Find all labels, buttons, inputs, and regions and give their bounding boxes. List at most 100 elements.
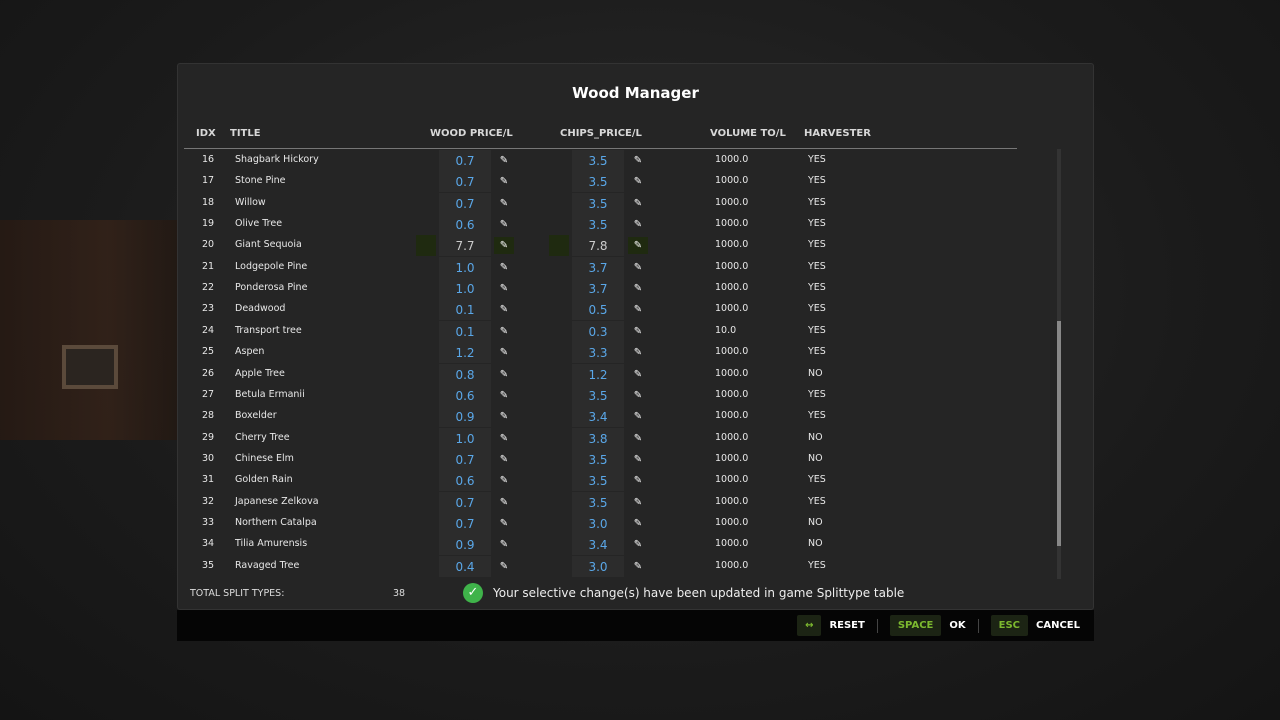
chips-price-value[interactable]: 3.8 — [572, 427, 624, 449]
table-row[interactable]: 35 Ravaged Tree 0.4 ✎ 3.0 ✎ 1000.0 YES — [178, 555, 1095, 577]
wood-price-value[interactable]: 0.1 — [439, 320, 491, 342]
wood-price-value[interactable]: 0.7 — [439, 491, 491, 513]
edit-chips-price-pencil-icon[interactable]: ✎ — [633, 496, 643, 508]
chips-price-value[interactable]: 3.7 — [572, 278, 624, 300]
edit-wood-price-pencil-icon[interactable]: ✎ — [499, 219, 509, 231]
wood-price-value[interactable]: 0.7 — [439, 448, 491, 470]
chips-price-value[interactable]: 3.5 — [572, 192, 624, 214]
table-row[interactable]: 34 Tilia Amurensis 0.9 ✎ 3.4 ✎ 1000.0 NO — [178, 534, 1095, 556]
wood-price-value[interactable]: 0.6 — [439, 214, 491, 236]
wood-price-value[interactable]: 0.9 — [439, 534, 491, 556]
chips-price-value[interactable]: 3.4 — [572, 534, 624, 556]
edit-chips-price-pencil-icon[interactable]: ✎ — [633, 219, 643, 231]
edit-chips-price-pencil-icon[interactable]: ✎ — [633, 325, 643, 337]
table-row[interactable]: 30 Chinese Elm 0.7 ✎ 3.5 ✎ 1000.0 NO — [178, 448, 1095, 470]
table-row[interactable]: 21 Lodgepole Pine 1.0 ✎ 3.7 ✎ 1000.0 YES — [178, 256, 1095, 278]
edit-chips-price-pencil-icon[interactable]: ✎ — [628, 237, 648, 255]
ok-button[interactable]: OK — [949, 620, 966, 631]
edit-chips-price-pencil-icon[interactable]: ✎ — [633, 453, 643, 465]
chips-price-value[interactable]: 3.5 — [572, 214, 624, 236]
chips-price-value[interactable]: 3.7 — [572, 256, 624, 278]
wood-price-value[interactable]: 0.6 — [439, 384, 491, 406]
edit-wood-price-pencil-icon[interactable]: ✎ — [499, 432, 509, 444]
wood-price-value[interactable]: 0.9 — [439, 406, 491, 428]
chips-price-value[interactable]: 0.5 — [572, 299, 624, 321]
wood-price-value[interactable]: 1.2 — [439, 342, 491, 364]
edit-wood-price-pencil-icon[interactable]: ✎ — [499, 453, 509, 465]
edit-chips-price-pencil-icon[interactable]: ✎ — [633, 411, 643, 423]
scrollbar[interactable] — [1057, 149, 1061, 579]
edit-chips-price-pencil-icon[interactable]: ✎ — [633, 176, 643, 188]
wood-price-value[interactable]: 0.7 — [439, 512, 491, 534]
wood-price-value[interactable]: 0.4 — [439, 555, 491, 577]
table-row[interactable]: 26 Apple Tree 0.8 ✎ 1.2 ✎ 1000.0 NO — [178, 363, 1095, 385]
chips-price-value[interactable]: 3.5 — [572, 384, 624, 406]
chips-price-value[interactable]: 7.8 — [572, 235, 624, 257]
edit-wood-price-pencil-icon[interactable]: ✎ — [499, 517, 509, 529]
edit-wood-price-pencil-icon[interactable]: ✎ — [499, 197, 509, 209]
wood-price-value[interactable]: 7.7 — [439, 235, 491, 257]
edit-wood-price-pencil-icon[interactable]: ✎ — [499, 368, 509, 380]
table-row[interactable]: 33 Northern Catalpa 0.7 ✎ 3.0 ✎ 1000.0 N… — [178, 512, 1095, 534]
edit-wood-price-pencil-icon[interactable]: ✎ — [499, 389, 509, 401]
edit-wood-price-pencil-icon[interactable]: ✎ — [499, 155, 509, 166]
wood-price-value[interactable]: 1.0 — [439, 278, 491, 300]
chips-price-value[interactable]: 3.4 — [572, 406, 624, 428]
ok-key[interactable]: SPACE — [889, 615, 942, 636]
chips-price-value[interactable]: 0.3 — [572, 320, 624, 342]
table-row[interactable]: 16 Shagbark Hickory 0.7 ✎ 3.5 ✎ 1000.0 Y… — [178, 150, 1095, 171]
edit-wood-price-pencil-icon[interactable]: ✎ — [499, 496, 509, 508]
chips-price-value[interactable]: 1.2 — [572, 363, 624, 385]
chips-price-value[interactable]: 3.0 — [572, 555, 624, 577]
edit-chips-price-pencil-icon[interactable]: ✎ — [633, 304, 643, 316]
wood-price-value[interactable]: 0.7 — [439, 192, 491, 214]
edit-wood-price-pencil-icon[interactable]: ✎ — [499, 411, 509, 423]
chips-price-value[interactable]: 3.5 — [572, 470, 624, 492]
edit-wood-price-pencil-icon[interactable]: ✎ — [499, 283, 509, 295]
table-row[interactable]: 24 Transport tree 0.1 ✎ 0.3 ✎ 10.0 YES — [178, 320, 1095, 342]
table-row[interactable]: 32 Japanese Zelkova 0.7 ✎ 3.5 ✎ 1000.0 Y… — [178, 491, 1095, 513]
edit-chips-price-pencil-icon[interactable]: ✎ — [633, 155, 643, 166]
wood-price-value[interactable]: 1.0 — [439, 427, 491, 449]
wood-price-value[interactable]: 0.1 — [439, 299, 491, 321]
chips-price-value[interactable]: 3.5 — [572, 448, 624, 470]
wood-price-value[interactable]: 0.6 — [439, 470, 491, 492]
chips-price-value[interactable]: 3.5 — [572, 491, 624, 513]
edit-chips-price-pencil-icon[interactable]: ✎ — [633, 560, 643, 572]
edit-wood-price-pencil-icon[interactable]: ✎ — [499, 325, 509, 337]
cancel-button[interactable]: CANCEL — [1036, 620, 1080, 631]
chips-price-value[interactable]: 3.3 — [572, 342, 624, 364]
chips-price-value[interactable]: 3.5 — [572, 171, 624, 193]
wood-price-value[interactable]: 1.0 — [439, 256, 491, 278]
edit-chips-price-pencil-icon[interactable]: ✎ — [633, 368, 643, 380]
table-row[interactable]: 18 Willow 0.7 ✎ 3.5 ✎ 1000.0 YES — [178, 192, 1095, 214]
edit-chips-price-pencil-icon[interactable]: ✎ — [633, 389, 643, 401]
edit-chips-price-pencil-icon[interactable]: ✎ — [633, 432, 643, 444]
table-row[interactable]: 29 Cherry Tree 1.0 ✎ 3.8 ✎ 1000.0 NO — [178, 427, 1095, 449]
table-row[interactable]: 27 Betula Ermanii 0.6 ✎ 3.5 ✎ 1000.0 YES — [178, 384, 1095, 406]
edit-chips-price-pencil-icon[interactable]: ✎ — [633, 283, 643, 295]
wood-price-value[interactable]: 0.7 — [439, 150, 491, 171]
table-row[interactable]: 23 Deadwood 0.1 ✎ 0.5 ✎ 1000.0 YES — [178, 299, 1095, 321]
edit-chips-price-pencil-icon[interactable]: ✎ — [633, 347, 643, 359]
scrollbar-thumb[interactable] — [1057, 321, 1061, 546]
chips-price-value[interactable]: 3.5 — [572, 150, 624, 171]
wood-price-value[interactable]: 0.8 — [439, 363, 491, 385]
table-row[interactable]: 22 Ponderosa Pine 1.0 ✎ 3.7 ✎ 1000.0 YES — [178, 278, 1095, 300]
cancel-key[interactable]: ESC — [990, 615, 1028, 636]
table-row[interactable]: 28 Boxelder 0.9 ✎ 3.4 ✎ 1000.0 YES — [178, 406, 1095, 428]
edit-wood-price-pencil-icon[interactable]: ✎ — [494, 237, 514, 255]
table-row[interactable]: 17 Stone Pine 0.7 ✎ 3.5 ✎ 1000.0 YES — [178, 171, 1095, 193]
edit-chips-price-pencil-icon[interactable]: ✎ — [633, 197, 643, 209]
table-row[interactable]: 31 Golden Rain 0.6 ✎ 3.5 ✎ 1000.0 YES — [178, 470, 1095, 492]
reset-key[interactable]: ↔ — [797, 615, 822, 636]
table-row[interactable]: 19 Olive Tree 0.6 ✎ 3.5 ✎ 1000.0 YES — [178, 214, 1095, 236]
edit-wood-price-pencil-icon[interactable]: ✎ — [499, 560, 509, 572]
edit-chips-price-pencil-icon[interactable]: ✎ — [633, 517, 643, 529]
table-row[interactable]: 25 Aspen 1.2 ✎ 3.3 ✎ 1000.0 YES — [178, 342, 1095, 364]
edit-chips-price-pencil-icon[interactable]: ✎ — [633, 261, 643, 273]
edit-wood-price-pencil-icon[interactable]: ✎ — [499, 176, 509, 188]
edit-chips-price-pencil-icon[interactable]: ✎ — [633, 539, 643, 551]
edit-wood-price-pencil-icon[interactable]: ✎ — [499, 304, 509, 316]
table-row[interactable]: 20 Giant Sequoia 7.7 ✎ 7.8 ✎ 1000.0 YES — [178, 235, 1095, 257]
